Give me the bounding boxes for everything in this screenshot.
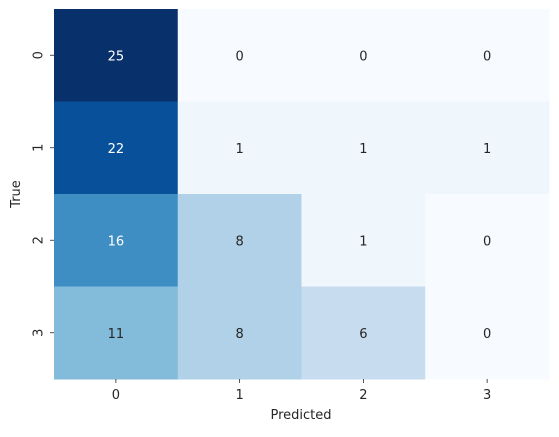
y-tick-label-3: 3 — [32, 329, 47, 337]
heatmap-cell-0-3 — [425, 9, 550, 102]
cell-annotation-2-2: 1 — [359, 234, 367, 249]
heatmap-cell-0-2 — [301, 9, 426, 102]
cell-annotation-0-3: 0 — [483, 49, 491, 64]
x-axis-label: Predicted — [270, 408, 331, 423]
heatmap-cells — [54, 9, 550, 380]
heatmap-cell-1-2 — [301, 101, 426, 195]
cell-annotation-2-3: 0 — [483, 234, 491, 249]
heatmap-cell-3-0 — [54, 286, 179, 380]
heatmap-cell-2-0 — [54, 194, 179, 287]
heatmap-cell-1-0 — [54, 101, 179, 195]
cell-annotation-1-0: 22 — [108, 142, 125, 157]
cell-annotation-1-3: 1 — [483, 142, 491, 157]
heatmap-cell-1-3 — [425, 101, 550, 195]
heatmap-cell-1-1 — [177, 101, 302, 195]
heatmap-cell-2-1 — [177, 194, 302, 287]
y-tick-label-0: 0 — [32, 51, 47, 59]
heatmap-cell-0-0 — [54, 9, 179, 102]
cell-annotation-0-0: 25 — [108, 49, 125, 64]
cell-annotation-1-1: 1 — [235, 142, 243, 157]
cell-annotations: 25 0 0 022 1 1 116 8 1 011 8 6 0 — [108, 49, 492, 342]
x-axis-ticks: 0 1 2 3 — [112, 379, 491, 403]
y-axis-ticks: 0 1 2 3 — [32, 51, 54, 337]
heatmap-cell-3-2 — [301, 286, 426, 380]
cell-annotation-2-1: 8 — [235, 234, 243, 249]
heatmap-cell-2-3 — [425, 194, 550, 287]
cell-annotation-3-3: 0 — [483, 327, 491, 342]
y-tick-label-2: 2 — [32, 236, 47, 244]
y-axis-label: True — [9, 180, 24, 209]
heatmap-cell-2-2 — [301, 194, 426, 287]
cell-annotation-3-2: 6 — [359, 327, 367, 342]
cell-annotation-3-0: 11 — [108, 327, 125, 342]
y-tick-label-1: 1 — [32, 144, 47, 152]
x-tick-label-1: 1 — [235, 388, 243, 403]
cell-annotation-0-1: 0 — [235, 49, 243, 64]
heatmap-cell-0-1 — [177, 9, 302, 102]
cell-annotation-2-0: 16 — [108, 234, 125, 249]
cell-annotation-0-2: 0 — [359, 49, 367, 64]
x-tick-label-0: 0 — [112, 388, 120, 403]
heatmap-cell-3-1 — [177, 286, 302, 380]
x-tick-label-3: 3 — [483, 388, 491, 403]
heatmap-cell-3-3 — [425, 286, 550, 380]
cell-annotation-3-1: 8 — [235, 327, 243, 342]
cell-annotation-1-2: 1 — [359, 142, 367, 157]
x-tick-label-2: 2 — [359, 388, 367, 403]
